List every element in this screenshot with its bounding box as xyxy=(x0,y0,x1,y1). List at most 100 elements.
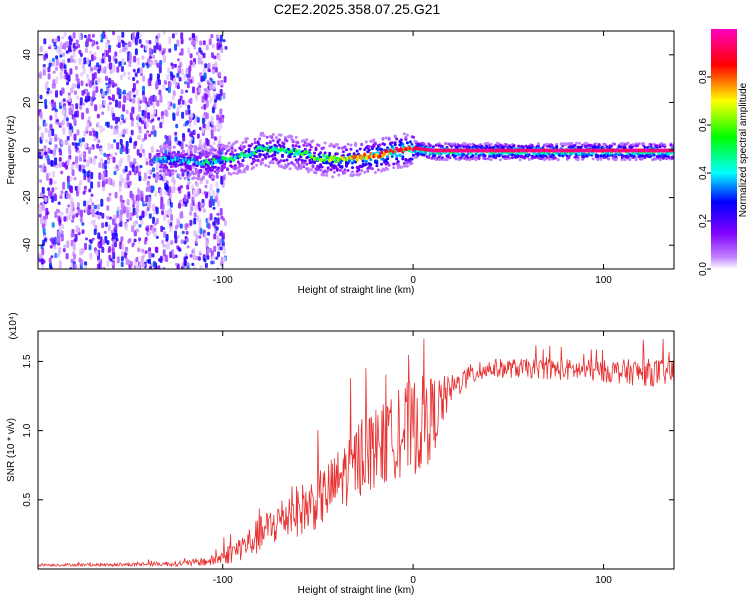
heatmap-cell xyxy=(134,37,138,46)
heatmap-cell xyxy=(97,243,101,247)
heatmap-cell xyxy=(177,186,181,192)
heatmap-cell xyxy=(130,120,134,127)
heatmap-cell xyxy=(576,157,580,161)
heatmap-cell xyxy=(57,122,61,126)
heatmap-cell xyxy=(448,156,452,160)
heatmap-cell xyxy=(216,38,220,42)
heatmap-cell xyxy=(97,68,101,74)
heatmap-cell xyxy=(163,147,167,151)
heatmap-cell xyxy=(160,202,163,210)
heatmap-cell xyxy=(241,164,245,168)
heatmap-cell xyxy=(99,147,103,156)
heatmap-cell xyxy=(145,121,149,128)
heatmap-cell xyxy=(120,74,123,81)
heatmap-cell xyxy=(253,158,257,162)
heatmap-cell xyxy=(140,44,144,48)
heatmap-cell xyxy=(172,185,176,193)
heatmap-cell xyxy=(164,134,168,139)
heatmap-cell xyxy=(41,264,45,269)
heatmap-cell xyxy=(193,46,197,50)
heatmap-cell xyxy=(73,253,77,260)
heatmap-cell xyxy=(72,161,76,165)
x-tick-label: -100 xyxy=(213,575,233,586)
heatmap-cell xyxy=(250,142,254,146)
heatmap-cell xyxy=(185,237,189,243)
heatmap-cell xyxy=(66,192,69,199)
heatmap-cell xyxy=(189,53,193,59)
heatmap-cell xyxy=(395,154,399,158)
heatmap-cell xyxy=(175,262,178,266)
heatmap-cell xyxy=(82,165,86,169)
heatmap-cell xyxy=(96,204,100,210)
heatmap-cell xyxy=(106,88,110,92)
heatmap-cell xyxy=(521,145,525,149)
heatmap-cell xyxy=(48,257,52,263)
heatmap-cell xyxy=(152,167,155,173)
heatmap-cell xyxy=(288,155,292,159)
heatmap-cell xyxy=(138,39,142,44)
heatmap-cell xyxy=(73,90,77,95)
heatmap-cell xyxy=(120,65,124,72)
heatmap-cell xyxy=(195,182,199,187)
heatmap-cell xyxy=(131,242,135,246)
heatmap-cell xyxy=(58,247,62,255)
heatmap-cell xyxy=(393,152,397,156)
heatmap-cell xyxy=(427,155,431,159)
heatmap-cell xyxy=(187,109,191,115)
heatmap-cell xyxy=(160,225,164,232)
heatmap-cell xyxy=(369,158,373,162)
heatmap-cell xyxy=(110,79,114,86)
heatmap-cell xyxy=(192,266,196,269)
heatmap-cell xyxy=(660,142,664,146)
heatmap-cell xyxy=(196,91,200,95)
heatmap-cell xyxy=(94,204,97,210)
heatmap-cell xyxy=(193,217,197,225)
heatmap-cell xyxy=(61,224,65,229)
heatmap-cell xyxy=(70,185,73,194)
heatmap-cell xyxy=(42,227,46,234)
heatmap-cell xyxy=(395,157,399,161)
colorbar-tick-label: 0.8 xyxy=(698,70,709,84)
heatmap-cell xyxy=(112,67,116,73)
heatmap-cell xyxy=(401,142,405,146)
heatmap-cell xyxy=(253,141,257,145)
heatmap-cell xyxy=(227,141,231,145)
heatmap-cell xyxy=(288,167,292,171)
heatmap-cell xyxy=(46,211,50,215)
heatmap-cell xyxy=(134,48,138,56)
heatmap-cell xyxy=(139,215,143,221)
heatmap-cell xyxy=(555,145,559,149)
heatmap-cell xyxy=(239,170,243,174)
heatmap-cell xyxy=(194,40,198,44)
heatmap-cell xyxy=(160,196,164,205)
heatmap-cell xyxy=(86,200,90,206)
heatmap-cell xyxy=(226,144,230,148)
heatmap-cell xyxy=(309,168,313,172)
heatmap-cell xyxy=(309,145,313,149)
heatmap-cell xyxy=(180,68,184,76)
heatmap-cell xyxy=(53,268,55,269)
heatmap-cell xyxy=(320,158,324,163)
heatmap-cell xyxy=(185,152,188,156)
heatmap-cell xyxy=(81,137,85,143)
heatmap-cell xyxy=(141,91,145,96)
heatmap-cell xyxy=(192,86,195,94)
heatmap-cell xyxy=(62,127,66,136)
heatmap-cell xyxy=(410,142,414,146)
heatmap-cell xyxy=(69,129,73,137)
heatmap-cell xyxy=(291,144,295,148)
heatmap-cell xyxy=(222,39,226,43)
heatmap-cell xyxy=(527,157,531,161)
heatmap-cell xyxy=(547,157,551,161)
heatmap-cell xyxy=(83,34,87,39)
heatmap-cell xyxy=(384,136,388,140)
heatmap-cell xyxy=(79,97,83,106)
heatmap-cell xyxy=(488,146,492,150)
heatmap-cell xyxy=(140,190,144,198)
heatmap-cell xyxy=(51,57,55,62)
heatmap-cell xyxy=(282,159,286,163)
heatmap-cell xyxy=(69,211,73,217)
heatmap-cell xyxy=(193,118,197,126)
heatmap-cell xyxy=(60,190,64,195)
heatmap-cell xyxy=(217,80,221,86)
